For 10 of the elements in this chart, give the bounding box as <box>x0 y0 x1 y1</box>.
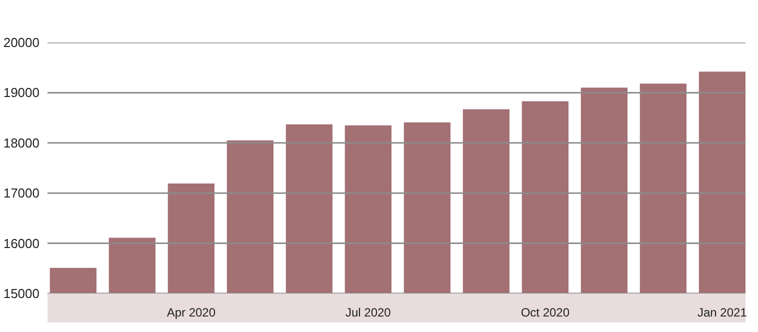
x-tick-label: Apr 2020 <box>166 306 216 320</box>
y-tick-label: 16000 <box>3 236 40 251</box>
x-tick-label: Jul 2020 <box>345 306 392 320</box>
y-tick-label: 17000 <box>3 186 40 201</box>
y-tick-label: 15000 <box>3 286 40 301</box>
x-tick-label: Jan 2021 <box>698 306 748 320</box>
x-tick-label: Oct 2020 <box>520 306 570 320</box>
y-tick-label: 18000 <box>3 135 40 150</box>
y-tick-label: 20000 <box>3 35 40 50</box>
y-tick-label: 19000 <box>3 85 40 100</box>
